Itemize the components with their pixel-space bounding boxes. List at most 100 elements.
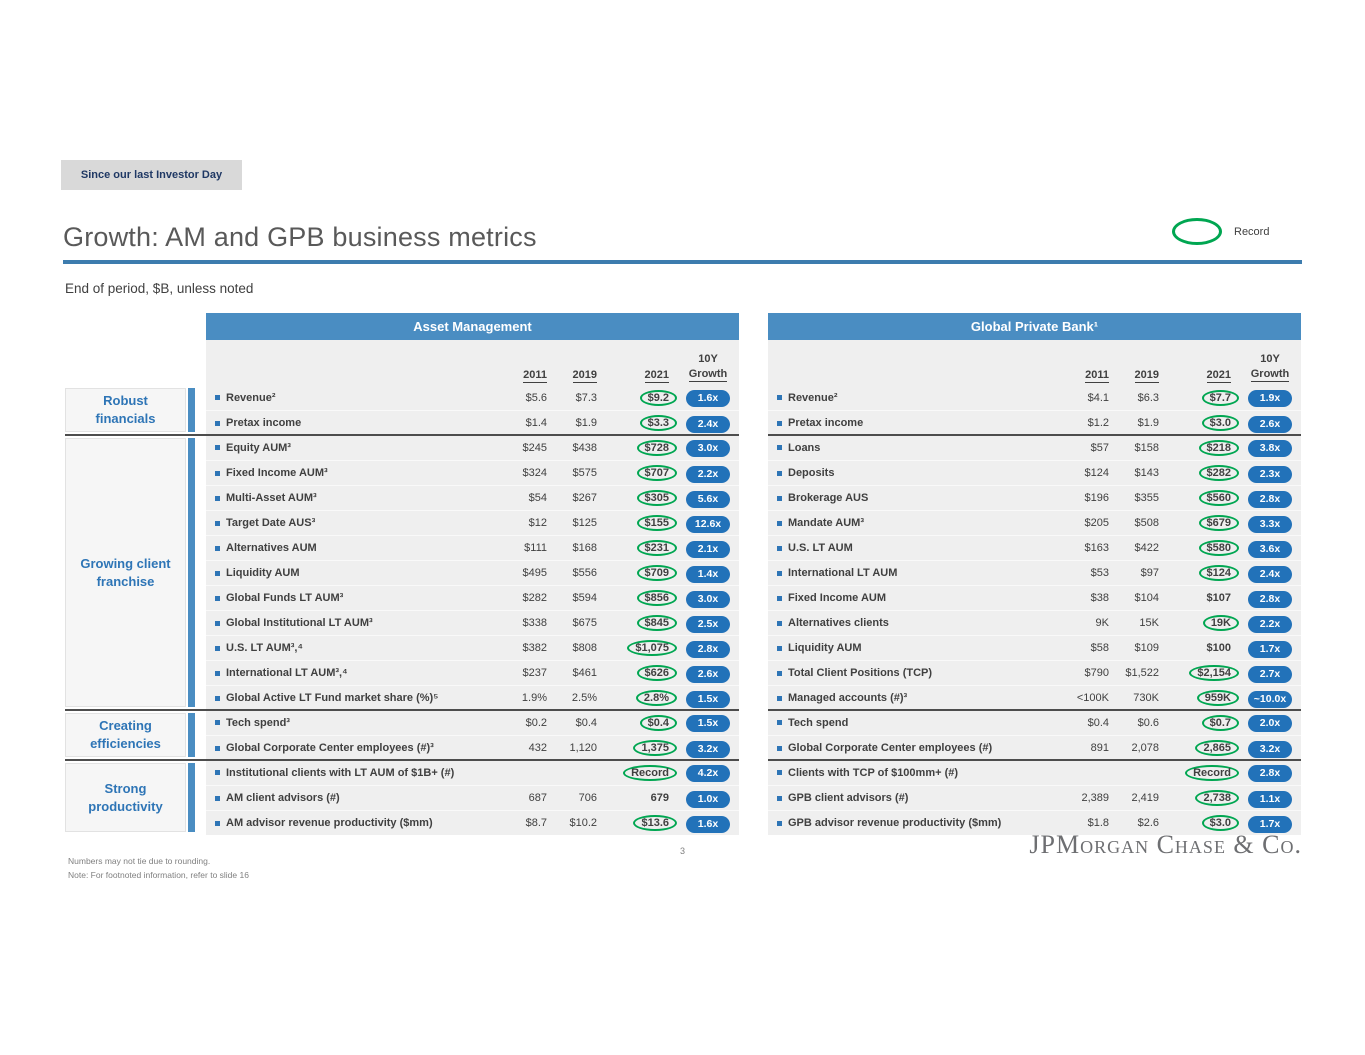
col-2021: 2021 [644,369,669,383]
value-2021-text: 679 [650,792,669,804]
value-2021: $1,075 [605,640,677,656]
metric-label: International LT AUM³,⁴ [226,667,348,679]
value-2021-text: $2,154 [1189,665,1239,681]
record-legend-label: Record [1234,225,1270,238]
growth-pill: 2.8x [1248,490,1292,508]
metric-row: Revenue² $4.1 $6.3 $7.7 1.9x [768,385,1301,410]
value-2021-text: $580 [1198,540,1239,556]
value-2021: $155 [605,515,677,531]
value-2021: $3.0 [1167,815,1239,831]
bullet-icon [777,795,782,801]
growth-cell: 2.8x [677,639,739,658]
growth-pill: 1.5x [686,690,730,708]
value-2021: $218 [1167,439,1239,456]
value-2021: $231 [605,540,677,556]
value-2019: $143 [1134,467,1159,479]
value-2021: $709 [605,565,677,581]
growth-pill: 2.6x [1248,415,1292,433]
bullet-icon [215,795,220,801]
growth-pill: 2.3x [1248,465,1292,483]
value-2011: $163 [1084,542,1109,554]
value-2021-text: $856 [636,590,677,606]
value-2011: 432 [528,742,547,754]
bullet-icon [777,745,782,751]
growth-pill: 2.6x [686,665,730,683]
value-2019: $168 [572,542,597,554]
record-ellipse-icon [1172,218,1222,245]
jpmorgan-logo: JPMorgan Chase & Co. [1029,830,1302,859]
metric-label: Target Date AUS³ [226,517,316,529]
record-legend: Record [1172,218,1269,245]
growth-pill: 3.2x [1248,740,1292,758]
metric-row: Liquidity AUM $58 $109 $100 1.7x [768,635,1301,660]
metric-row: Fixed Income AUM³ $324 $575 $707 2.2x [206,460,739,485]
value-2011: $324 [522,467,547,479]
value-2019: $10.2 [569,817,597,829]
metric-row: Multi-Asset AUM³ $54 $267 $305 5.6x [206,485,739,510]
value-2011: $245 [522,441,547,454]
metric-label: Pretax income [226,417,302,429]
value-2021-text: $845 [636,615,677,631]
value-2011: $1.4 [525,417,547,429]
metric-section: Revenue² $4.1 $6.3 $7.7 1.9x Pretax inco… [768,385,1301,435]
bullet-icon [215,570,220,576]
value-2021: $0.4 [605,714,677,731]
value-2021: $9.2 [605,389,677,406]
growth-cell: 3.3x [1239,514,1301,533]
value-2021-text: $155 [636,515,677,531]
metric-label: Global Active LT Fund market share (%)⁵ [226,692,439,704]
metric-label: GPB client advisors (#) [788,792,909,804]
value-2021: $845 [605,615,677,631]
value-2011: $124 [1084,467,1109,479]
value-2021-text: $100 [1206,642,1231,654]
growth-cell: 1.5x [677,713,739,732]
value-2021: $282 [1167,465,1239,481]
category-label-growing-client-franchise: Growing client franchise [65,438,186,707]
value-2011: $1.8 [1087,817,1109,829]
panel-title: Global Private Bank¹ [768,313,1301,340]
metric-row: Fixed Income AUM $38 $104 $107 2.8x [768,585,1301,610]
metric-row: U.S. LT AUM $163 $422 $580 3.6x [768,535,1301,560]
metric-label: Tech spend [788,716,849,729]
growth-cell: 2.4x [677,414,739,433]
value-2021: 959K [1167,690,1239,706]
value-2011: $8.7 [525,817,547,829]
metric-section: Revenue² $5.6 $7.3 $9.2 1.6x Pretax inco… [206,385,739,435]
growth-pill: 2.2x [686,465,730,483]
metric-label: Clients with TCP of $100mm+ (#) [788,766,959,779]
growth-pill: 2.4x [1248,565,1292,583]
growth-pill: 3.0x [686,590,730,608]
value-2011: $237 [522,667,547,679]
value-2021-text: $7.7 [1201,389,1239,406]
growth-cell: 2.7x [1239,664,1301,683]
value-2019: 1,120 [569,742,597,754]
value-2011: $0.2 [525,716,547,729]
growth-pill: 12.6x [686,515,730,533]
value-2021-text: $1,075 [627,640,677,656]
category-accent-bar [188,388,195,432]
growth-cell: 3.2x [677,739,739,758]
growth-pill: 1.0x [686,790,730,808]
value-2011: $196 [1084,492,1109,504]
value-2021: Record [1167,764,1239,781]
metric-label: Pretax income [788,417,864,429]
metric-label: Alternatives clients [788,617,889,629]
growth-pill: 1.6x [686,815,730,833]
bullet-icon [215,695,220,701]
bullet-icon [215,820,220,826]
growth-cell: 2.3x [1239,464,1301,483]
growth-pill: 1.6x [686,390,730,407]
title-divider [63,260,1302,264]
metric-row: Alternatives clients 9K 15K 19K 2.2x [768,610,1301,635]
col-2021: 2021 [1206,369,1231,383]
growth-pill: 2.4x [686,415,730,433]
value-2019: $594 [572,592,597,604]
metric-section: Equity AUM³ $245 $438 $728 3.0x Fixed In… [206,435,739,710]
value-2021-text: Record [623,764,677,781]
section-divider [768,759,1301,761]
value-2019: $267 [572,492,597,504]
growth-cell: 1.7x [1239,639,1301,658]
value-2019: $104 [1134,592,1159,604]
value-2021-text: $3.3 [639,415,677,431]
